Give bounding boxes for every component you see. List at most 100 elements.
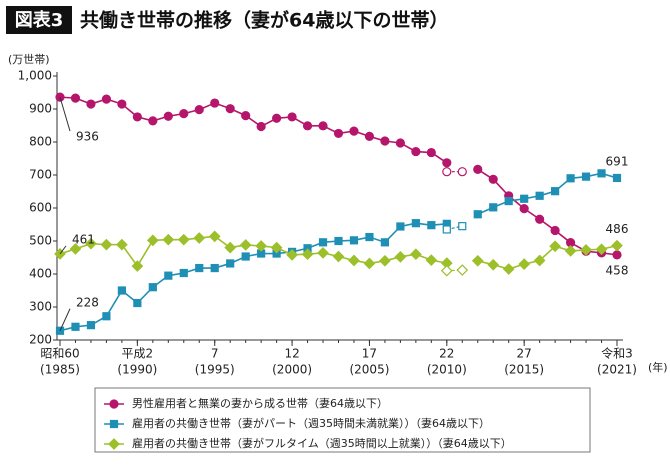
point — [332, 250, 345, 263]
point — [349, 236, 359, 245]
x-tick-label: 昭和60 — [40, 347, 79, 361]
point — [179, 268, 188, 278]
chart-title: 共働き世帯の推移（妻が64歳以下の世帯） — [80, 9, 448, 32]
value-label: 458 — [606, 263, 629, 277]
point — [458, 222, 467, 231]
point — [580, 244, 592, 256]
point — [488, 174, 498, 184]
x-tick-label: 27 — [517, 347, 532, 361]
y-tick-label: 900 — [29, 102, 52, 116]
point — [442, 158, 452, 168]
point — [333, 128, 344, 139]
point — [473, 210, 482, 219]
point — [286, 249, 298, 261]
point — [380, 238, 390, 247]
point — [471, 254, 484, 267]
point — [551, 187, 560, 196]
x-tick-label-western: (2005) — [349, 363, 389, 377]
point — [224, 241, 237, 254]
x-tick-label: 平成2 — [122, 347, 154, 361]
point — [195, 263, 204, 273]
legend-box — [94, 387, 591, 453]
point — [239, 239, 252, 251]
point — [473, 164, 483, 174]
point — [100, 238, 113, 251]
point — [595, 243, 608, 256]
point — [597, 169, 606, 178]
x-tick-label: 12 — [284, 347, 299, 361]
point — [117, 99, 127, 109]
point — [549, 240, 561, 253]
point — [116, 238, 128, 251]
value-label: 486 — [606, 222, 629, 236]
point — [108, 438, 120, 450]
point — [194, 105, 204, 115]
point — [581, 172, 591, 181]
point — [612, 250, 622, 260]
point — [146, 234, 159, 247]
y-tick-label: 200 — [29, 333, 52, 347]
x-tick-label-western: (2010) — [427, 363, 467, 377]
point — [133, 298, 142, 308]
point — [193, 232, 206, 244]
series-line — [477, 244, 618, 270]
series-line — [477, 172, 618, 216]
point — [411, 146, 421, 157]
value-label: 936 — [76, 130, 99, 144]
legend-label: 雇用者の共働き世帯（妻がフルタイム（週35時間以上就業））（妻64歳以下） — [132, 436, 512, 450]
point — [210, 263, 219, 273]
x-tick-label: 7 — [211, 347, 219, 361]
point — [318, 121, 328, 131]
figure-label: 図表3 — [15, 9, 64, 31]
x-tick-label-western: (2000) — [272, 363, 312, 377]
point — [550, 225, 560, 236]
series-line — [477, 168, 618, 256]
point — [363, 257, 376, 270]
point — [520, 194, 529, 203]
x-tick-label: 22 — [439, 347, 454, 361]
point — [70, 93, 81, 103]
legend-label: 雇用者の共働き世帯（妻がパート（週35時間未満就業））（妻64歳以下） — [132, 416, 490, 430]
legend-label: 男性雇用者と無業の妻から成る世帯（妻64歳以下） — [132, 396, 388, 410]
y-unit: (万世帯) — [8, 53, 50, 66]
point — [301, 248, 314, 261]
point — [396, 222, 405, 231]
point — [241, 110, 251, 121]
point — [518, 258, 531, 270]
point — [255, 240, 267, 252]
point — [225, 104, 235, 114]
point — [489, 203, 498, 212]
value-label: 691 — [606, 154, 629, 168]
y-tick-label: 600 — [29, 201, 52, 215]
point — [348, 254, 360, 267]
point — [519, 204, 529, 214]
x-tick-label: 17 — [362, 347, 377, 361]
point — [226, 259, 235, 268]
x-tick-label-western: (2015) — [504, 363, 544, 377]
y-tick-label: 300 — [29, 300, 52, 314]
leader-line — [59, 96, 71, 132]
point — [457, 167, 467, 177]
point — [317, 247, 329, 259]
y-tick-label: 700 — [29, 168, 52, 182]
point — [502, 263, 515, 275]
x-tick-label-western: (1990) — [117, 363, 157, 377]
point — [162, 233, 175, 246]
value-label: 461 — [72, 232, 95, 246]
point — [109, 399, 119, 409]
point — [302, 121, 313, 131]
point — [85, 237, 97, 250]
y-tick-label: 800 — [29, 135, 52, 149]
point — [318, 238, 328, 247]
point — [164, 271, 173, 280]
point — [426, 147, 436, 158]
point — [208, 230, 221, 243]
point — [241, 252, 250, 261]
point — [380, 136, 390, 146]
point — [177, 233, 190, 246]
point — [71, 322, 80, 331]
point — [442, 225, 451, 234]
point — [131, 260, 144, 272]
point — [256, 121, 266, 132]
